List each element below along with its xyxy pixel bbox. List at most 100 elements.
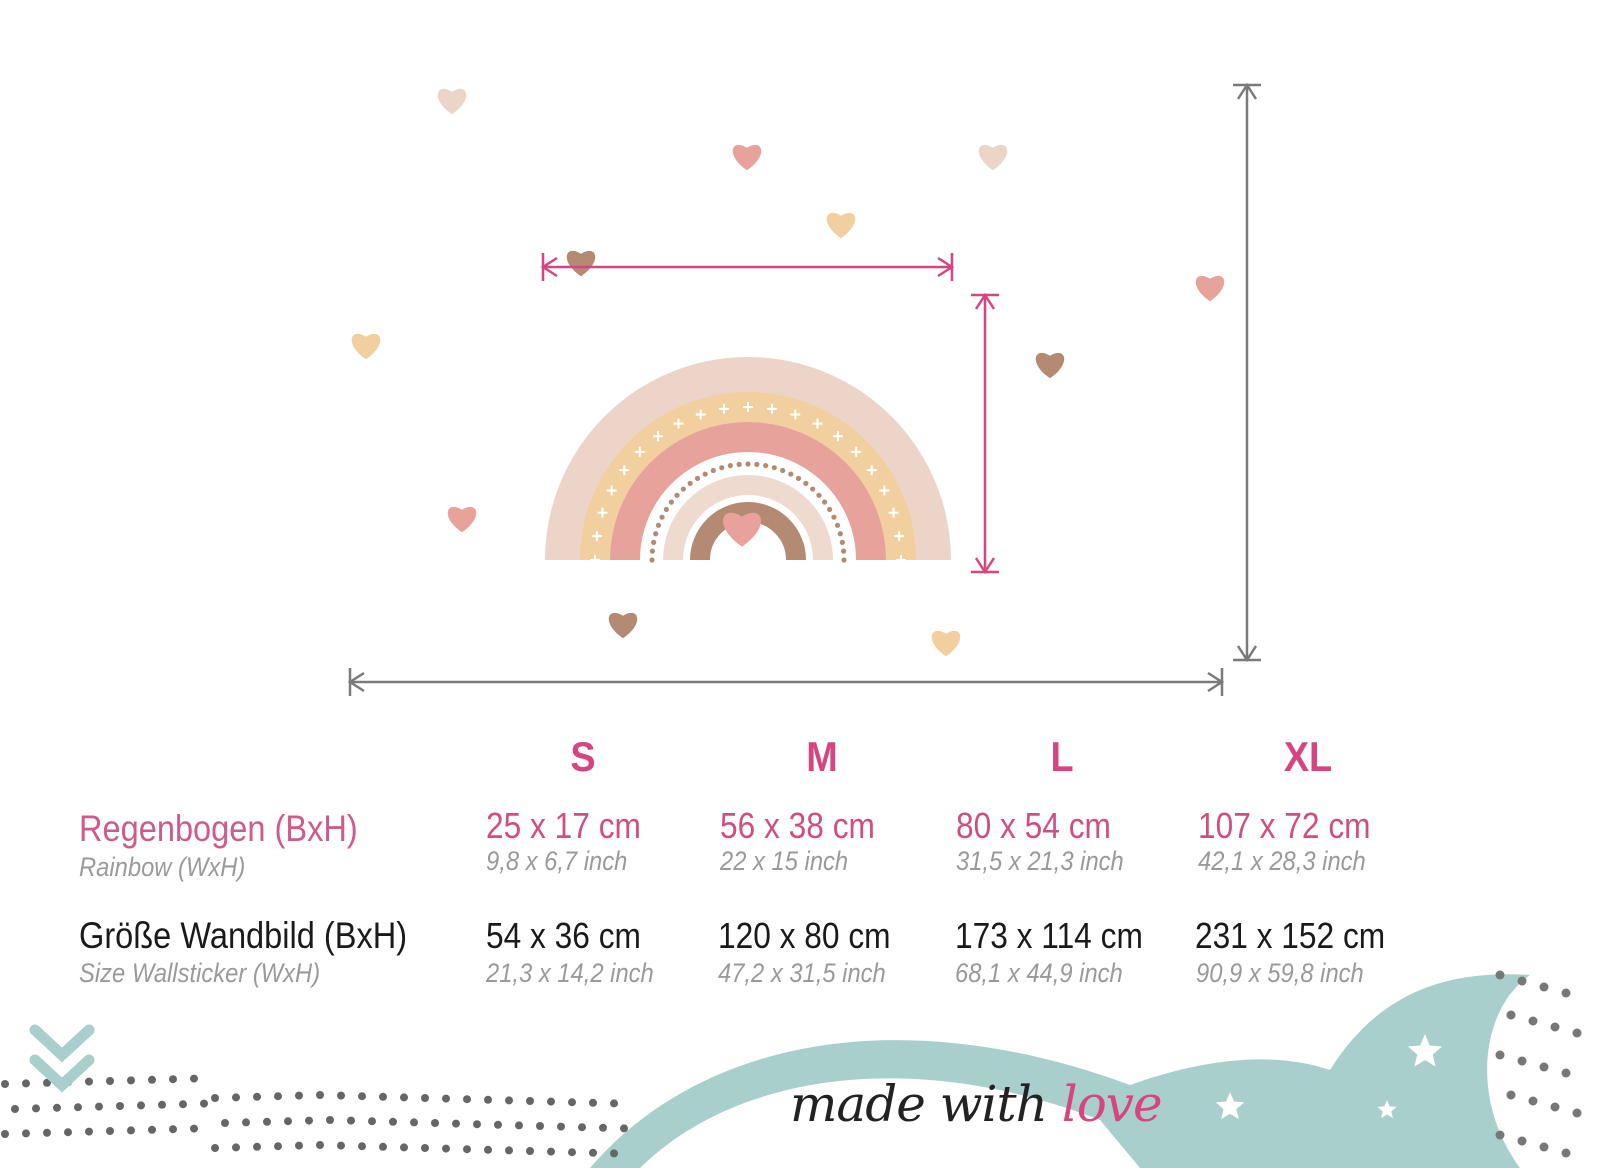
wallsticker-inch-m: 47,2 x 31,5 inch [718,958,886,988]
wallsticker-label: Größe Wandbild (BxH) [79,915,408,956]
cross-mark [695,409,706,420]
dot-pattern [337,1091,345,1100]
heart-icon [732,144,762,171]
rainbow-cm-m: 56 x 38 cm [720,805,875,846]
dot-pattern [1561,1148,1571,1158]
cross-mark [896,555,906,565]
dot-pattern [190,1124,198,1133]
dot-pattern [11,1105,19,1113]
dot-mark [653,531,659,537]
dimension-arrow [347,668,1225,696]
dot-pattern [1495,1050,1505,1060]
dot-mark [834,522,841,528]
cross-mark [591,531,602,542]
dot-pattern [274,1092,282,1101]
dot-pattern [620,1124,628,1133]
heart-icon [1195,275,1225,302]
dot-pattern [484,1145,492,1154]
dot-pattern [200,1099,208,1108]
dot-pattern [526,1097,534,1105]
dot-mark [649,557,655,563]
dot-pattern [515,1121,523,1130]
cross-mark [673,418,684,429]
dot-pattern [494,1120,502,1129]
dot-pattern [106,1127,114,1135]
dot-pattern [85,1127,93,1136]
dot-pattern [1517,1136,1527,1146]
dot-pattern [274,1142,282,1151]
dot-pattern [1495,1130,1505,1140]
dot-mark [780,467,786,474]
rainbow-illustration [545,357,951,565]
dimension-arrows [347,82,1261,696]
dot-pattern [599,1123,607,1132]
dot-pattern [85,1077,93,1086]
dot-pattern [358,1092,366,1101]
cross-mark [619,465,630,476]
heart-icon [826,212,856,239]
dimension-arrow [540,253,955,281]
dot-pattern [316,1091,324,1099]
dot-mark [788,471,794,477]
dot-pattern [452,1119,460,1128]
dot-pattern [64,1128,72,1137]
dot-pattern [253,1142,261,1151]
rainbow-band [610,422,886,561]
rainbow-band [545,357,951,561]
dot-mark [674,492,680,498]
rainbow-band [663,475,833,561]
dot-pattern [1506,1090,1516,1100]
cross-mark [597,507,608,518]
dimension-arrow [1233,82,1261,663]
cross-mark [894,531,905,542]
dot-pattern [610,1149,618,1158]
heart-icon [978,144,1008,171]
dot-pattern [379,1092,387,1101]
wallsticker-inch-s: 21,3 x 14,2 inch [486,958,654,988]
dot-pattern [95,1102,103,1111]
dot-mark [727,463,733,469]
dot-pattern [43,1128,51,1137]
dot-pattern [1517,1056,1527,1066]
dot-pattern [1572,1108,1582,1118]
dot-pattern [589,1098,597,1107]
hearts-decoration [351,88,1225,657]
dot-pattern [1,1080,9,1088]
dot-pattern [473,1120,481,1129]
dot-pattern [1539,982,1549,992]
wallsticker-cm-s: 54 x 36 cm [486,915,641,956]
dot-mark [816,492,822,498]
wallsticker-cm-xl: 231 x 152 cm [1195,915,1386,956]
cross-mark [812,418,823,429]
cross-mark [606,485,617,496]
dot-pattern [389,1117,397,1126]
dot-pattern [400,1143,408,1152]
heart-icon [723,512,761,547]
dot-pattern [221,1119,229,1127]
dot-pattern [421,1094,429,1102]
bottom-decoration [1,970,1582,1168]
rainbow-cm-l: 80 x 54 cm [956,805,1111,846]
cross-mark [590,555,600,565]
dot-pattern [232,1143,240,1152]
dot-mark [831,514,837,520]
wallsticker-cm-m: 120 x 80 cm [718,915,891,956]
cross-mark [851,446,862,457]
dot-pattern [368,1117,376,1126]
dot-mark [668,499,674,505]
dot-pattern [1517,976,1527,986]
dot-mark [763,463,769,469]
cross-mark [653,431,664,442]
dot-mark [687,480,693,486]
dot-mark [719,465,725,471]
dot-pattern [106,1077,114,1085]
dot-mark [827,506,833,513]
dot-pattern [1495,970,1505,980]
dot-pattern [22,1129,30,1138]
dot-pattern [253,1092,261,1101]
dot-pattern [295,1091,303,1100]
dot-pattern [484,1095,492,1104]
dot-pattern [421,1144,429,1152]
rainbow-inch-s: 9,8 x 6,7 inch [486,846,628,876]
